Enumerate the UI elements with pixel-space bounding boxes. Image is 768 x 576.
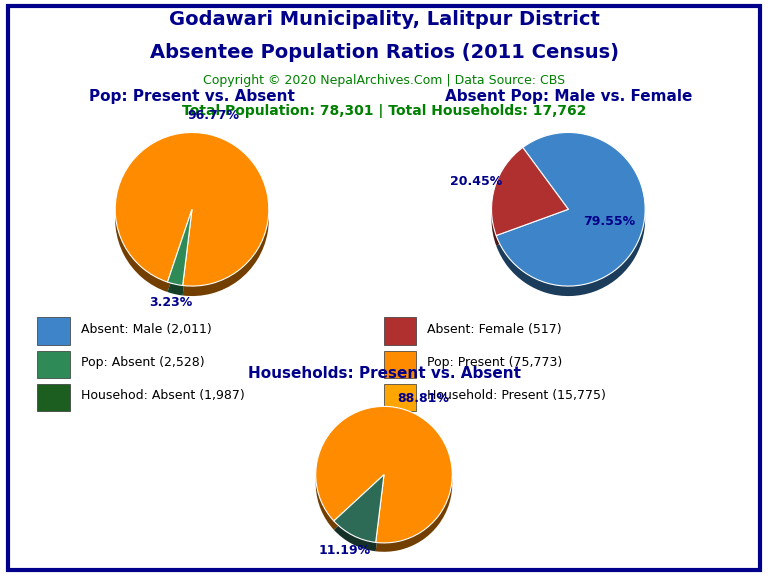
Text: Household: Present (15,775): Household: Present (15,775) — [427, 389, 606, 402]
Wedge shape — [334, 483, 384, 551]
Wedge shape — [316, 407, 452, 543]
Text: 20.45%: 20.45% — [450, 175, 502, 188]
Wedge shape — [496, 142, 645, 296]
Text: Pop: Absent (2,528): Pop: Absent (2,528) — [81, 356, 204, 369]
Wedge shape — [492, 147, 568, 236]
Text: Absent: Male (2,011): Absent: Male (2,011) — [81, 323, 211, 336]
FancyBboxPatch shape — [38, 384, 70, 411]
Title: Pop: Present vs. Absent: Pop: Present vs. Absent — [89, 89, 295, 104]
Wedge shape — [496, 132, 645, 286]
Wedge shape — [115, 132, 269, 286]
Wedge shape — [316, 415, 452, 552]
Wedge shape — [167, 209, 192, 286]
Text: Copyright © 2020 NepalArchives.Com | Data Source: CBS: Copyright © 2020 NepalArchives.Com | Dat… — [203, 74, 565, 86]
Wedge shape — [334, 475, 384, 543]
Text: Godawari Municipality, Lalitpur District: Godawari Municipality, Lalitpur District — [168, 10, 600, 29]
FancyBboxPatch shape — [38, 317, 70, 345]
Text: Pop: Present (75,773): Pop: Present (75,773) — [427, 356, 563, 369]
Text: Absentee Population Ratios (2011 Census): Absentee Population Ratios (2011 Census) — [150, 43, 618, 62]
Wedge shape — [492, 157, 568, 245]
Text: 3.23%: 3.23% — [149, 297, 192, 309]
Text: 11.19%: 11.19% — [319, 544, 371, 557]
FancyBboxPatch shape — [384, 351, 416, 378]
Wedge shape — [167, 219, 192, 295]
Title: Absent Pop: Male vs. Female: Absent Pop: Male vs. Female — [445, 89, 692, 104]
Wedge shape — [115, 142, 269, 296]
Text: Absent: Female (517): Absent: Female (517) — [427, 323, 562, 336]
Text: 88.81%: 88.81% — [397, 392, 449, 406]
FancyBboxPatch shape — [38, 351, 70, 378]
Text: Total Population: 78,301 | Total Households: 17,762: Total Population: 78,301 | Total Househo… — [182, 104, 586, 118]
FancyBboxPatch shape — [384, 317, 416, 345]
Text: Househod: Absent (1,987): Househod: Absent (1,987) — [81, 389, 244, 402]
FancyBboxPatch shape — [384, 384, 416, 411]
Text: 96.77%: 96.77% — [187, 109, 240, 122]
Title: Households: Present vs. Absent: Households: Present vs. Absent — [247, 366, 521, 381]
Text: 79.55%: 79.55% — [583, 215, 635, 228]
